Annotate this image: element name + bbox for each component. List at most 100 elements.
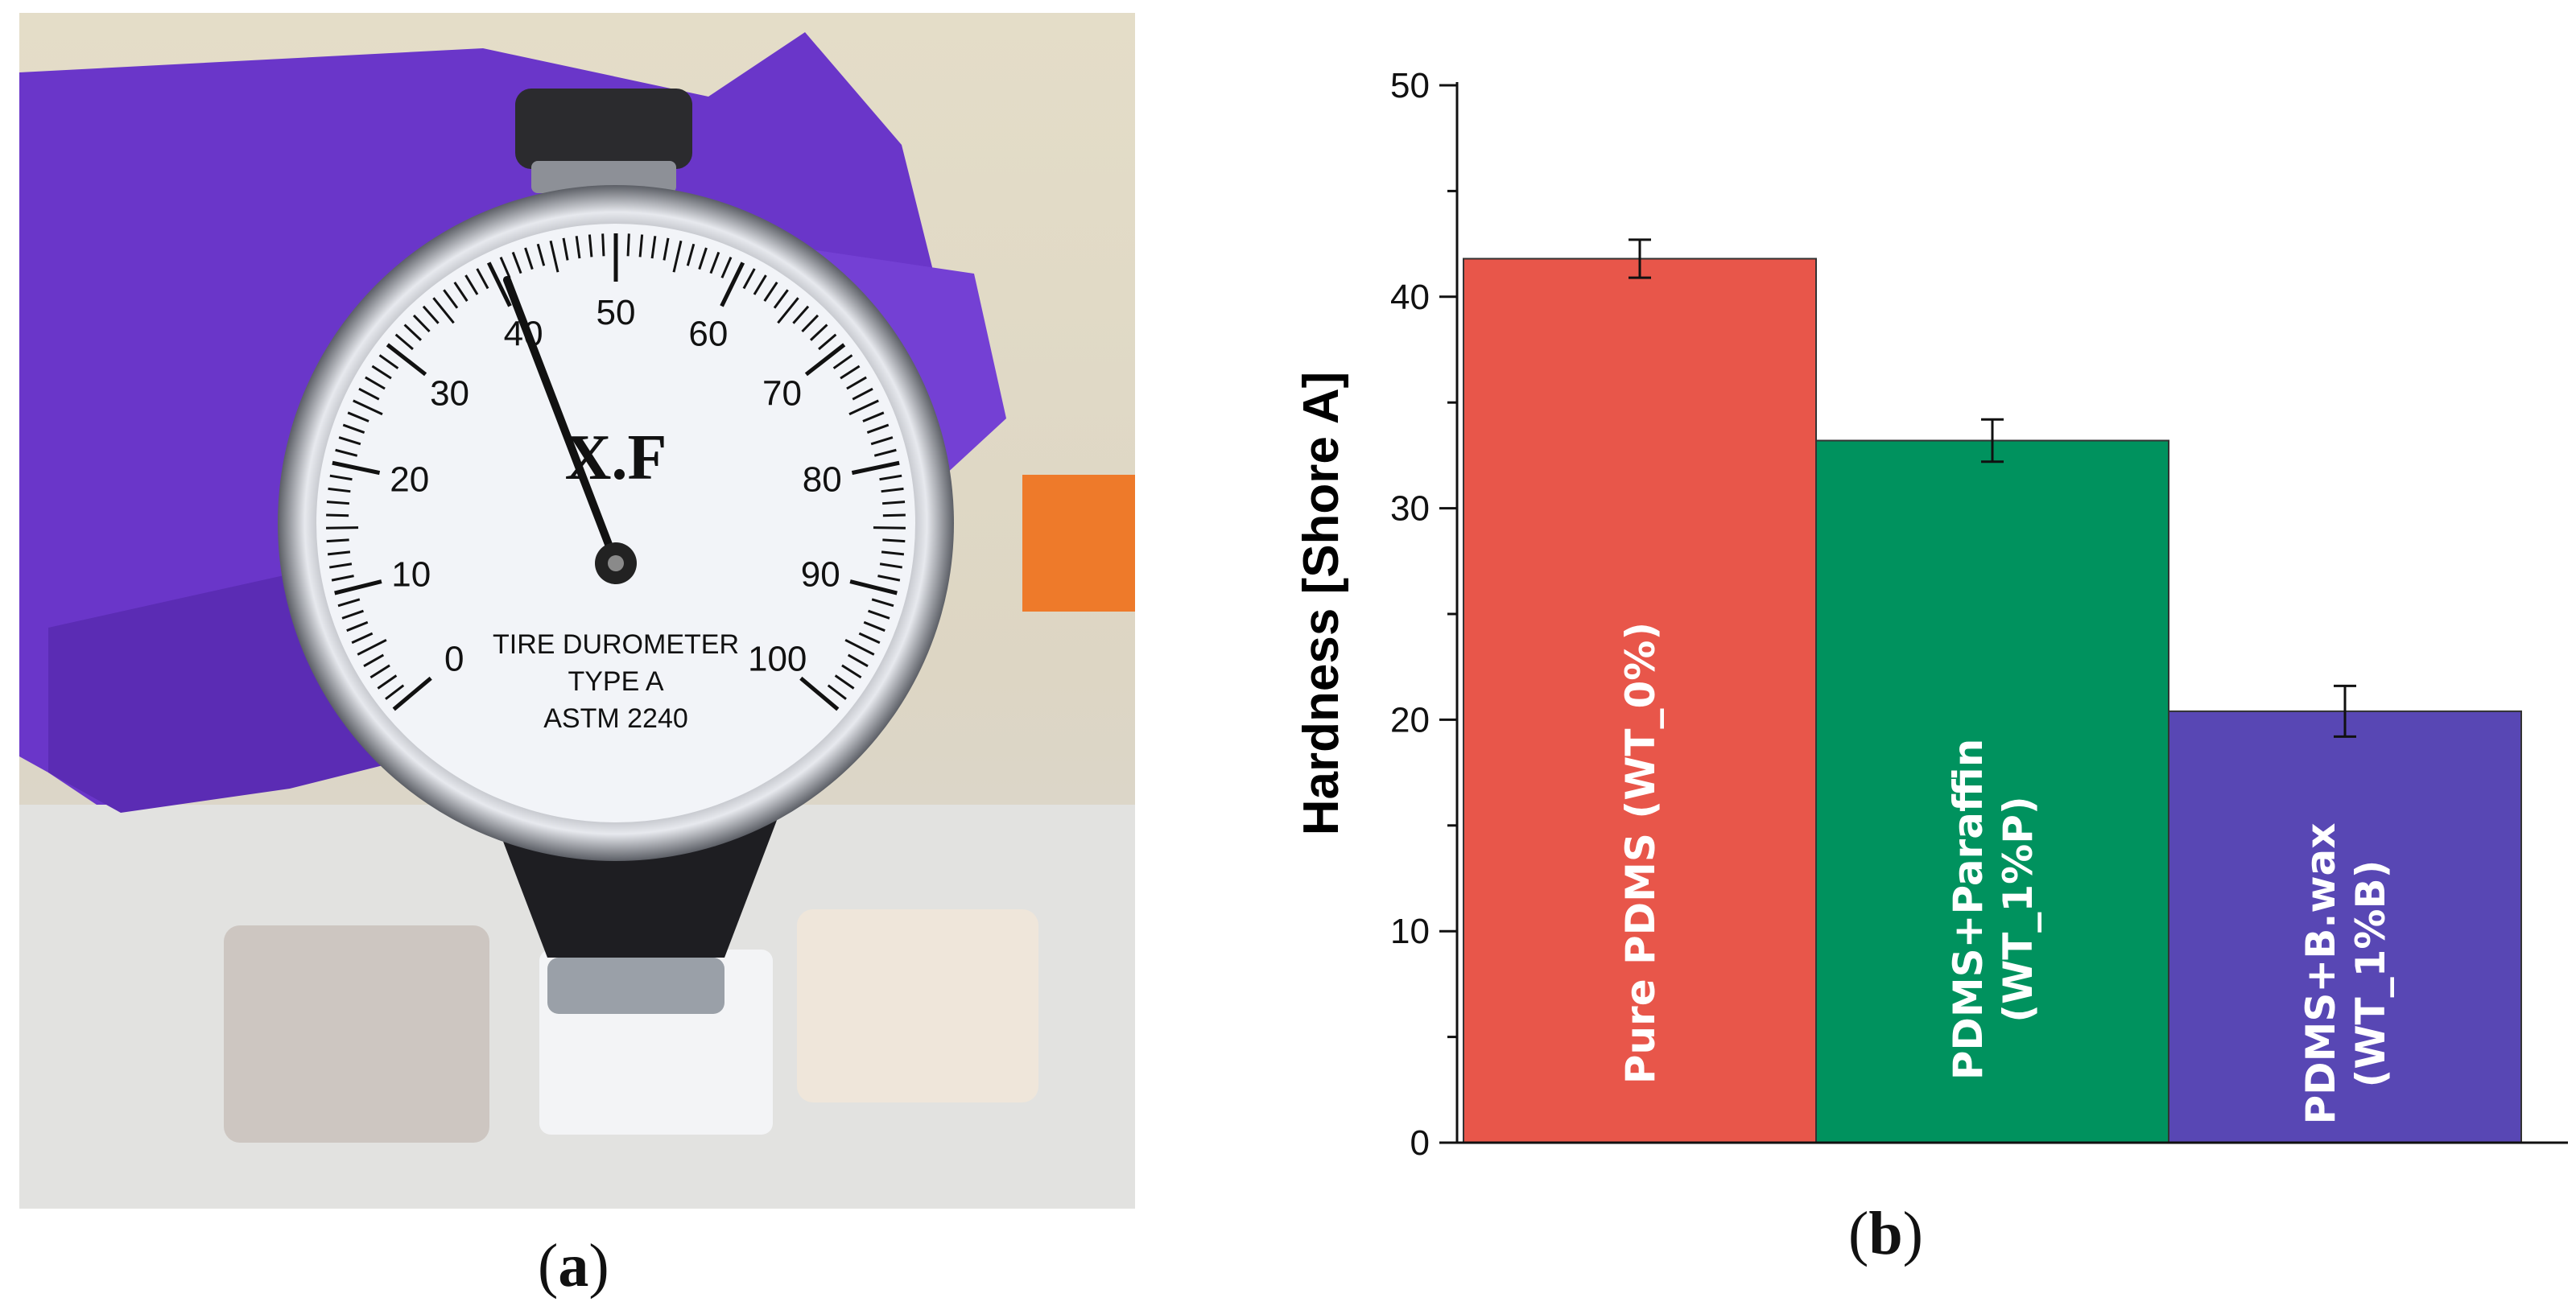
dial-tick (882, 513, 906, 517)
dial-tick (847, 653, 869, 668)
dial-tick (868, 609, 890, 620)
dial-number: 10 (391, 554, 431, 594)
dial-number: 20 (390, 460, 429, 500)
dial-tick (742, 268, 756, 290)
dial-tick (369, 664, 390, 679)
dial-tick (877, 575, 901, 582)
dial-tick (326, 513, 349, 517)
dial-tick (834, 674, 855, 690)
dial-tick (873, 448, 897, 457)
dial-tick (335, 448, 358, 457)
panel-label-b: (b) (1848, 1200, 1923, 1267)
y-axis-label: Hardness [Shore A] (1294, 372, 1349, 836)
dial-tick (422, 305, 440, 324)
y-tick-label: 30 (1390, 489, 1430, 529)
dial-tick (332, 460, 381, 476)
dial-tick (575, 236, 581, 259)
dial-tick (862, 411, 885, 422)
dial-tick (879, 474, 902, 481)
dial-tick (329, 474, 353, 481)
dial-tick (342, 423, 365, 434)
dial-tick (858, 632, 881, 645)
dial-tick (799, 676, 840, 711)
dial-number: 30 (430, 374, 469, 414)
dial-number: 100 (748, 639, 807, 678)
dial-tick (377, 674, 398, 690)
error-bar-3 (2334, 684, 2356, 738)
dial-number: 50 (597, 293, 636, 332)
bar-1 (1463, 258, 1817, 1144)
dial-tick (378, 354, 399, 369)
dial-tick (499, 257, 511, 278)
dial-tick (326, 526, 359, 529)
dial-tick (371, 365, 392, 380)
dial-tick (840, 365, 861, 380)
y-tick-label: 50 (1390, 66, 1430, 105)
dial-tick (328, 487, 351, 493)
dial-tick (329, 562, 353, 569)
dial-tick (881, 550, 905, 556)
error-bar-1 (1629, 238, 1651, 279)
dial-tick (863, 620, 886, 632)
dial-number: 0 (444, 639, 464, 678)
dial-tick (394, 333, 414, 351)
dial-tick (464, 274, 479, 295)
dial-tick (331, 575, 354, 582)
dial-tick (848, 399, 879, 416)
dial-tick (326, 501, 350, 505)
dial-tick (832, 354, 853, 369)
dial-tick (476, 268, 489, 290)
dial-tick (338, 436, 361, 446)
dial-tick (358, 387, 380, 401)
dial-number: 60 (688, 315, 728, 354)
dial-tick (363, 653, 385, 668)
dial-tick (386, 343, 427, 377)
dial-tick (871, 598, 894, 608)
needle-hub-center (608, 555, 624, 571)
dial-tick (873, 526, 906, 529)
dial-tick (870, 436, 894, 446)
panel-b-letter: b (1868, 1200, 1903, 1267)
dial-tick (809, 323, 828, 341)
bar-label-2: PDMS+Paraffin(WT_1%P) (1945, 739, 2041, 1081)
dial-tick (327, 550, 351, 556)
dial-tick (357, 638, 387, 656)
dial-tick (486, 262, 512, 307)
panel-a-letter: a (558, 1232, 589, 1300)
dial-tick (392, 676, 432, 711)
dial-tick (443, 289, 459, 309)
dial-tick (841, 664, 862, 679)
bar-3 (2168, 710, 2522, 1143)
dial-tick (709, 251, 720, 274)
dial-tick (638, 234, 644, 258)
dial-tick (686, 243, 696, 266)
y-ticks-layer: 0 10 20 30 40 50 (1390, 66, 1457, 1163)
y-tick-label: 20 (1390, 700, 1430, 740)
panel-label-a: (a) (538, 1232, 609, 1300)
axes-layer (1455, 82, 2568, 1144)
dial-tick (536, 243, 546, 266)
dial-number: 80 (803, 460, 842, 500)
dial-tick (588, 234, 593, 258)
dial-tick (698, 247, 708, 270)
y-tick-label: 10 (1390, 912, 1430, 951)
dial-tick (326, 538, 349, 543)
dial-tick (849, 579, 898, 595)
dial-tick (882, 538, 906, 543)
dial-tick (524, 247, 534, 270)
dial-tick (347, 411, 369, 422)
dial-number: 70 (762, 374, 802, 414)
y-tick-label: 0 (1410, 1123, 1430, 1163)
dial-tick (879, 562, 902, 569)
dial-tick (851, 460, 900, 476)
dial-tick (827, 684, 847, 700)
bar-label-1: Pure PDMS (WT_0%) (1617, 622, 1664, 1084)
dial-tick (804, 343, 846, 377)
bars-layer (1463, 258, 2522, 1144)
dial-tick (792, 305, 810, 324)
dial-tick (852, 387, 873, 401)
dial-tick (432, 297, 455, 324)
dial-tick (818, 333, 837, 351)
